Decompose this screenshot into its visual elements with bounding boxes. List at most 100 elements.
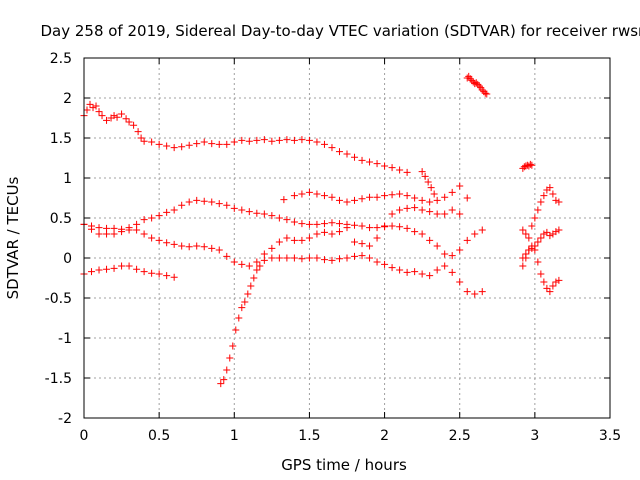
data-point-marker — [472, 79, 480, 87]
data-point-marker — [351, 221, 359, 229]
data-point-marker — [546, 288, 554, 296]
data-point-marker — [133, 226, 141, 234]
data-point-marker — [118, 262, 126, 270]
data-point-marker — [540, 192, 548, 200]
data-point-marker — [245, 137, 253, 145]
x-tick-label: 1.5 — [298, 428, 320, 444]
data-point-marker — [441, 193, 449, 201]
x-axis-label: GPS time / hours — [281, 456, 407, 474]
data-point-marker — [421, 172, 429, 180]
data-point-marker — [148, 214, 156, 222]
x-tick-label: 3.5 — [599, 428, 621, 444]
data-point-marker — [320, 220, 328, 228]
data-point-marker — [208, 140, 216, 148]
data-point-marker — [463, 194, 471, 202]
data-point-marker — [396, 190, 404, 198]
data-point-marker — [463, 288, 471, 296]
data-point-marker — [328, 144, 336, 152]
data-point-marker — [320, 140, 328, 148]
x-tick-label: 1 — [230, 428, 239, 444]
x-tick-label: 0.5 — [148, 428, 170, 444]
y-tick-label: -0.5 — [45, 291, 72, 307]
data-point-marker — [320, 228, 328, 236]
data-point-marker — [351, 153, 359, 161]
data-point-marker — [235, 314, 243, 322]
data-point-marker — [256, 262, 264, 270]
data-point-marker — [193, 196, 201, 204]
data-point-marker — [552, 278, 560, 286]
data-point-marker — [522, 254, 530, 262]
data-point-marker — [118, 110, 126, 118]
data-point-marker — [95, 108, 103, 116]
data-point-marker — [433, 210, 441, 218]
data-point-marker — [358, 240, 366, 248]
data-point-marker — [226, 354, 234, 362]
y-tick-label: 2.5 — [50, 51, 72, 67]
data-point-marker — [351, 196, 359, 204]
data-point-marker — [358, 222, 366, 230]
data-point-marker — [525, 234, 533, 242]
data-point-marker — [358, 195, 366, 203]
data-point-marker — [125, 118, 133, 126]
data-point-marker — [83, 106, 91, 114]
data-point-marker — [238, 136, 246, 144]
data-point-marker — [403, 268, 411, 276]
data-point-marker — [298, 236, 306, 244]
data-point-marker — [481, 89, 489, 97]
data-point-marker — [275, 214, 283, 222]
data-point-marker — [456, 246, 464, 254]
y-tick-label: -2 — [58, 411, 72, 427]
series-sat-g — [463, 72, 491, 98]
data-point-marker — [388, 191, 396, 199]
y-tick-label: 1 — [63, 171, 72, 187]
data-point-marker — [247, 282, 255, 290]
data-point-marker — [396, 266, 404, 274]
data-point-marker — [305, 254, 313, 262]
data-point-marker — [552, 196, 560, 204]
series-sat-d — [80, 220, 486, 298]
data-point-marker — [185, 141, 193, 149]
data-point-marker — [232, 326, 240, 334]
y-tick-label: 1.5 — [50, 131, 72, 147]
data-point-marker — [215, 200, 223, 208]
data-point-marker — [185, 243, 193, 251]
data-point-marker — [130, 121, 138, 129]
data-point-marker — [519, 262, 527, 270]
data-point-marker — [134, 128, 142, 136]
data-point-marker — [471, 80, 479, 88]
data-point-marker — [418, 196, 426, 204]
data-point-marker — [555, 226, 563, 234]
data-point-marker — [531, 214, 539, 222]
data-point-marker — [140, 216, 148, 224]
data-point-marker — [403, 204, 411, 212]
data-point-marker — [133, 265, 141, 273]
y-tick-label: -1.5 — [45, 371, 72, 387]
data-point-marker — [373, 224, 381, 232]
data-point-marker — [418, 168, 426, 176]
data-point-marker — [260, 250, 268, 258]
data-point-marker — [549, 282, 557, 290]
x-tick-label: 2.5 — [449, 428, 471, 444]
data-point-marker — [163, 142, 171, 150]
data-point-marker — [313, 190, 321, 198]
data-point-marker — [178, 242, 186, 250]
data-point-marker — [358, 252, 366, 260]
data-point-marker — [125, 224, 133, 232]
data-point-marker — [396, 206, 404, 214]
data-point-marker — [531, 242, 539, 250]
data-point-marker — [86, 100, 94, 108]
data-point-marker — [95, 230, 103, 238]
data-point-marker — [110, 224, 118, 232]
data-point-marker — [411, 228, 419, 236]
data-point-marker — [328, 230, 336, 238]
data-point-marker — [110, 264, 118, 272]
data-point-marker — [411, 268, 419, 276]
data-point-marker — [244, 290, 252, 298]
data-point-marker — [441, 250, 449, 258]
data-point-marker — [466, 75, 474, 83]
data-point-marker — [275, 238, 283, 246]
data-point-marker — [335, 220, 343, 228]
data-point-marker — [448, 206, 456, 214]
data-point-marker — [208, 198, 216, 206]
